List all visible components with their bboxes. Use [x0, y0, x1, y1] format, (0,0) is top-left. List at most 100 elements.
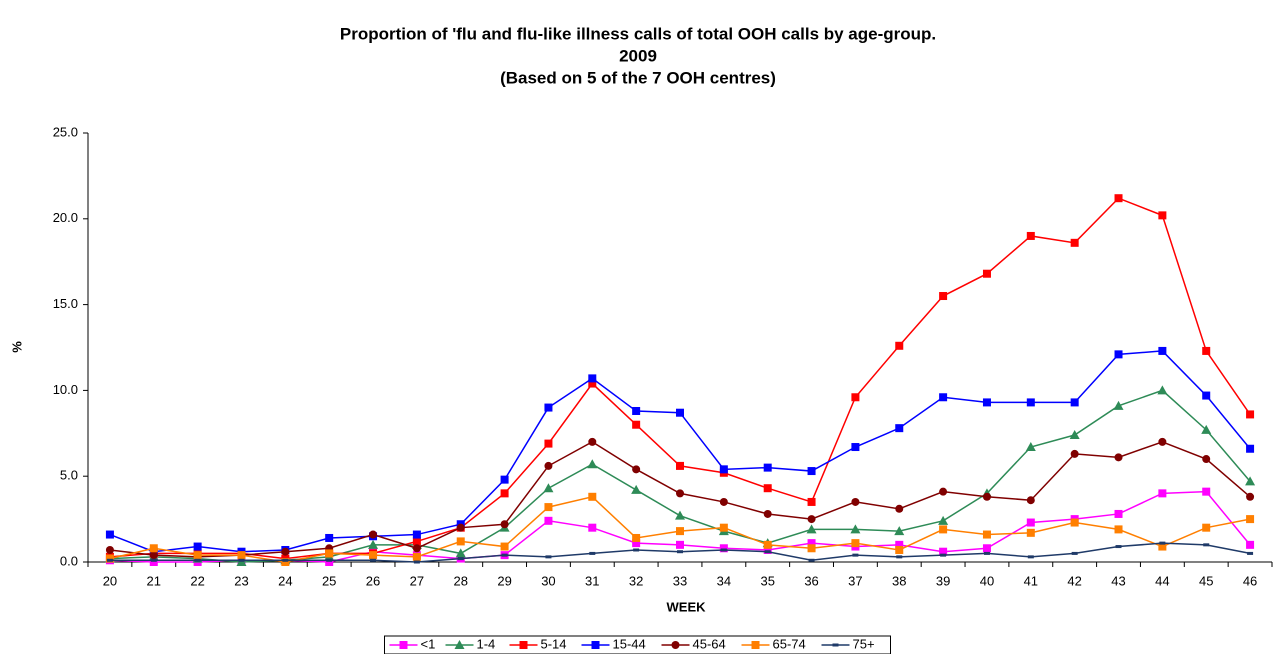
marker [1201, 424, 1212, 434]
marker [939, 487, 948, 496]
x-tick-label: 29 [497, 573, 511, 588]
marker [851, 539, 860, 548]
marker [500, 542, 509, 551]
marker [1157, 385, 1168, 395]
marker [1159, 541, 1166, 545]
marker [149, 544, 158, 553]
x-tick-label: 37 [848, 573, 862, 588]
marker [1026, 518, 1035, 527]
marker [677, 550, 683, 554]
marker [1246, 492, 1255, 501]
marker [412, 552, 421, 561]
marker [589, 551, 596, 555]
legend-label: 1-4 [477, 636, 496, 651]
marker [238, 558, 245, 562]
marker [1025, 442, 1036, 452]
marker [1114, 453, 1123, 462]
marker [763, 509, 772, 518]
marker [500, 520, 509, 529]
marker [149, 551, 158, 560]
marker [807, 467, 816, 476]
marker [326, 558, 333, 562]
chart-title: (Based on 5 of the 7 OOH centres) [500, 68, 776, 87]
marker [281, 558, 290, 566]
marker [807, 497, 816, 506]
marker [150, 558, 157, 562]
marker [1070, 398, 1079, 407]
marker [895, 341, 904, 350]
marker [850, 524, 861, 534]
marker [940, 553, 947, 557]
x-tick-label: 41 [1024, 573, 1038, 588]
marker [105, 545, 114, 554]
marker [1070, 238, 1079, 247]
x-tick-label: 43 [1111, 573, 1125, 588]
marker [1202, 455, 1211, 464]
marker [545, 555, 552, 559]
marker [632, 539, 641, 548]
marker [1246, 410, 1255, 419]
x-tick-label: 39 [936, 573, 950, 588]
marker [456, 537, 465, 546]
marker [193, 542, 202, 551]
marker [982, 544, 991, 553]
marker [1247, 551, 1254, 555]
marker [633, 548, 640, 552]
marker [412, 530, 421, 539]
x-tick-label: 23 [234, 573, 248, 588]
marker [631, 484, 642, 494]
marker [1158, 211, 1167, 220]
marker [632, 465, 641, 474]
x-tick-label: 46 [1243, 573, 1257, 588]
x-tick-label: 27 [410, 573, 424, 588]
marker [676, 540, 684, 549]
x-tick-label: 42 [1067, 573, 1081, 588]
marker [544, 403, 553, 412]
marker [676, 527, 684, 536]
marker [1202, 346, 1211, 355]
marker [939, 547, 948, 556]
marker [675, 510, 685, 520]
marker [632, 420, 641, 429]
marker [982, 492, 991, 501]
marker [895, 545, 904, 554]
marker [939, 525, 948, 534]
x-axis-title: WEEK [667, 599, 707, 614]
marker [764, 550, 771, 554]
marker [1114, 350, 1123, 359]
marker [591, 641, 600, 649]
marker [544, 461, 553, 470]
marker [1246, 540, 1255, 549]
legend-label: <1 [421, 636, 436, 651]
marker [895, 504, 904, 513]
marker [105, 554, 114, 563]
marker [1202, 523, 1211, 532]
marker [763, 463, 772, 472]
marker [370, 558, 377, 562]
marker [851, 497, 860, 506]
marker [719, 523, 728, 532]
marker [455, 548, 466, 558]
marker [982, 269, 991, 278]
y-tick-label: 15.0 [53, 296, 78, 311]
x-tick-label: 38 [892, 573, 906, 588]
marker [938, 515, 949, 525]
x-tick-label: 40 [980, 573, 994, 588]
legend-label: 65-74 [773, 636, 806, 651]
x-tick-label: 24 [278, 573, 292, 588]
marker [325, 549, 334, 558]
marker [237, 551, 246, 560]
legend-label: 75+ [853, 636, 875, 651]
marker [501, 553, 508, 557]
marker [939, 292, 948, 301]
marker [807, 515, 816, 524]
marker [1070, 449, 1079, 458]
x-tick-label: 30 [541, 573, 555, 588]
x-tick-label: 35 [760, 573, 774, 588]
marker [543, 483, 554, 493]
marker [982, 398, 991, 407]
x-tick-label: 22 [190, 573, 204, 588]
x-tick-label: 32 [629, 573, 643, 588]
marker [851, 443, 860, 452]
marker [454, 640, 465, 649]
